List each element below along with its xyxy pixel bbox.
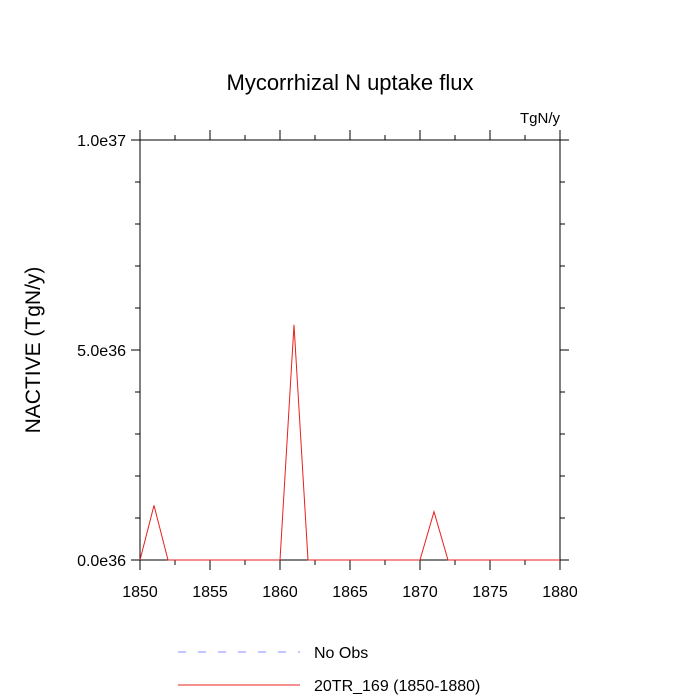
legend-label: 20TR_169 (1850-1880) (314, 678, 480, 695)
x-tick-label: 1855 (192, 584, 228, 601)
chart-title: Mycorrhizal N uptake flux (227, 70, 474, 95)
x-tick-label: 1850 (122, 584, 158, 601)
y-tick-label: 5.0e36 (77, 343, 126, 360)
series-line (139, 324, 560, 561)
y-axis-label: NACTIVE (TgN/y) (22, 267, 45, 434)
y-tick-label: 0.0e36 (77, 553, 126, 570)
y-tick-label: 1.0e37 (77, 133, 126, 150)
x-tick-label: 1870 (402, 584, 438, 601)
plot-area: 1850 1855 1860 1865 1870 1875 1880 0.0e36 5.0e36… (77, 130, 578, 601)
x-tick-label: 1875 (472, 584, 508, 601)
units-label: TgN/y (520, 110, 561, 127)
x-tick-label: 1880 (542, 584, 578, 601)
legend: No Obs 20TR_169 (1850-1880) (178, 645, 480, 695)
plot-frame (139, 139, 561, 561)
legend-label: No Obs (314, 645, 368, 662)
x-tick-label: 1860 (262, 584, 298, 601)
x-tick-label: 1865 (332, 584, 368, 601)
